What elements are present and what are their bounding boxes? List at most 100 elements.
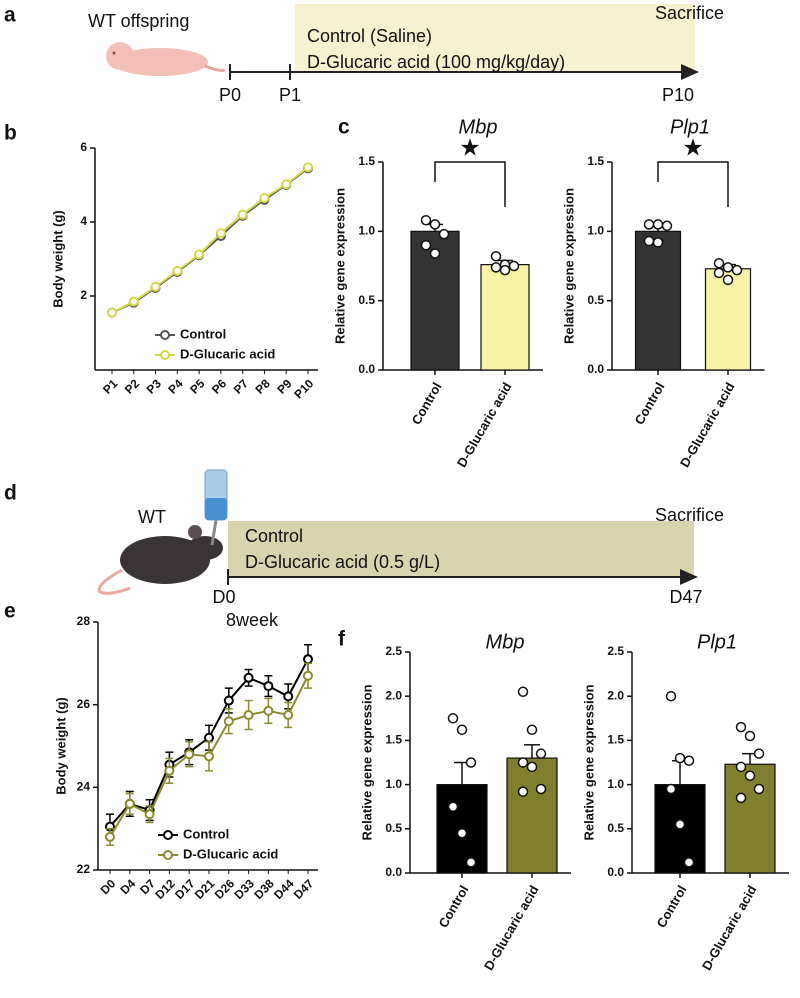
x-tick-label: Control <box>631 380 667 428</box>
treatment-label: Control <box>245 526 303 546</box>
y-tick-label: 2 <box>80 288 87 302</box>
significance-mark: ★ <box>459 134 481 161</box>
x-tick-label: P8 <box>253 376 274 397</box>
y-tick-label: 0.0 <box>358 362 375 376</box>
data-point <box>535 783 547 795</box>
data-point <box>735 721 747 733</box>
data-point <box>465 857 477 868</box>
data-point <box>665 783 677 795</box>
end-label: Sacrifice <box>655 3 724 23</box>
legend-label: D-Glucaric acid <box>180 346 275 361</box>
data-point <box>420 214 432 226</box>
y-tick-label: 0.5 <box>385 821 402 835</box>
treatment-period <box>295 4 695 72</box>
data-point <box>713 257 725 269</box>
marker <box>263 705 274 716</box>
significance-bracket <box>657 161 729 207</box>
marker <box>223 695 234 706</box>
marker <box>204 751 214 762</box>
y-axis-title: Body weight (g) <box>53 697 68 795</box>
data-point <box>420 239 432 251</box>
x-tick-label: Control <box>653 883 689 931</box>
marker <box>105 831 115 842</box>
marker <box>283 710 294 720</box>
chart-title: Mbp <box>486 631 525 653</box>
chart-title: Mbp <box>459 116 498 138</box>
data-point <box>526 761 538 773</box>
x-tick-label: P7 <box>231 376 252 397</box>
marker <box>150 281 161 292</box>
x-tick-label: D-Glucaric acid <box>699 883 760 973</box>
panel-label: b <box>4 122 17 145</box>
data-point <box>683 857 695 868</box>
marker <box>164 765 175 776</box>
panel-label: a <box>4 4 16 27</box>
x-tick-label: P10 <box>291 376 316 401</box>
bottle-icon <box>204 469 228 546</box>
y-tick-label: 2.0 <box>385 688 402 702</box>
x-tick-label: P4 <box>165 376 186 397</box>
y-tick-label: 0.5 <box>607 821 624 835</box>
y-tick-label: 4 <box>80 214 87 228</box>
data-point <box>490 251 502 262</box>
marker <box>263 681 274 692</box>
significance-mark: ★ <box>682 134 704 161</box>
data-point <box>744 770 756 782</box>
data-point <box>674 819 686 830</box>
data-point <box>535 748 547 759</box>
data-point <box>465 757 477 768</box>
data-point <box>735 761 747 773</box>
data-point <box>517 786 529 797</box>
y-tick-label: 1.0 <box>358 224 375 238</box>
data-point <box>499 264 511 276</box>
data-point <box>429 219 441 230</box>
data-point <box>447 801 459 812</box>
marker <box>194 249 205 260</box>
x-tick-label: D47 <box>291 876 317 902</box>
timepoint: D47 <box>669 587 702 607</box>
marker <box>215 228 226 239</box>
significance-bracket <box>434 161 506 207</box>
data-point <box>713 267 725 279</box>
x-tick-label: D-Glucaric acid <box>677 380 738 470</box>
data-point <box>456 827 468 839</box>
data-point <box>526 724 538 736</box>
y-tick-label: 0.5 <box>358 293 375 307</box>
y-tick-label: 1.5 <box>587 154 604 168</box>
treatment-period <box>228 521 694 577</box>
panel-label: c <box>338 116 350 139</box>
data-point <box>753 748 765 759</box>
y-tick-label: 0.0 <box>587 362 604 376</box>
y-tick-label: 2.5 <box>607 644 624 658</box>
marker <box>303 162 313 173</box>
y-tick-label: 1.5 <box>385 733 402 747</box>
data-point <box>753 783 765 795</box>
mouse-icon <box>97 525 223 595</box>
y-tick-label: 1.0 <box>607 777 624 791</box>
data-point <box>683 755 695 766</box>
data-point <box>456 724 468 736</box>
y-tick-label: 28 <box>77 614 91 628</box>
x-tick-label: Control <box>435 883 471 931</box>
timepoint: P1 <box>279 85 301 105</box>
marker <box>303 670 313 681</box>
y-axis-title: Relative gene expression <box>561 188 576 344</box>
x-tick-label: D-Glucaric acid <box>454 380 515 470</box>
legend-marker <box>163 830 173 840</box>
data-point <box>722 274 734 286</box>
treatment-label: Control (Saline) <box>307 26 432 46</box>
x-tick-label: Control <box>408 380 444 428</box>
data-point <box>731 264 743 276</box>
data-point <box>744 730 756 742</box>
y-tick-label: 1.5 <box>607 733 624 747</box>
y-tick-label: 1.5 <box>358 154 375 168</box>
panel-label: f <box>338 628 346 651</box>
legend-marker <box>160 330 170 340</box>
y-axis-title: Body weight (g) <box>50 210 65 308</box>
marker <box>237 209 248 220</box>
bar <box>506 757 558 874</box>
data-point <box>722 262 734 273</box>
x-tick-label: P3 <box>144 376 165 397</box>
y-axis-title: Relative gene expression <box>581 684 596 840</box>
